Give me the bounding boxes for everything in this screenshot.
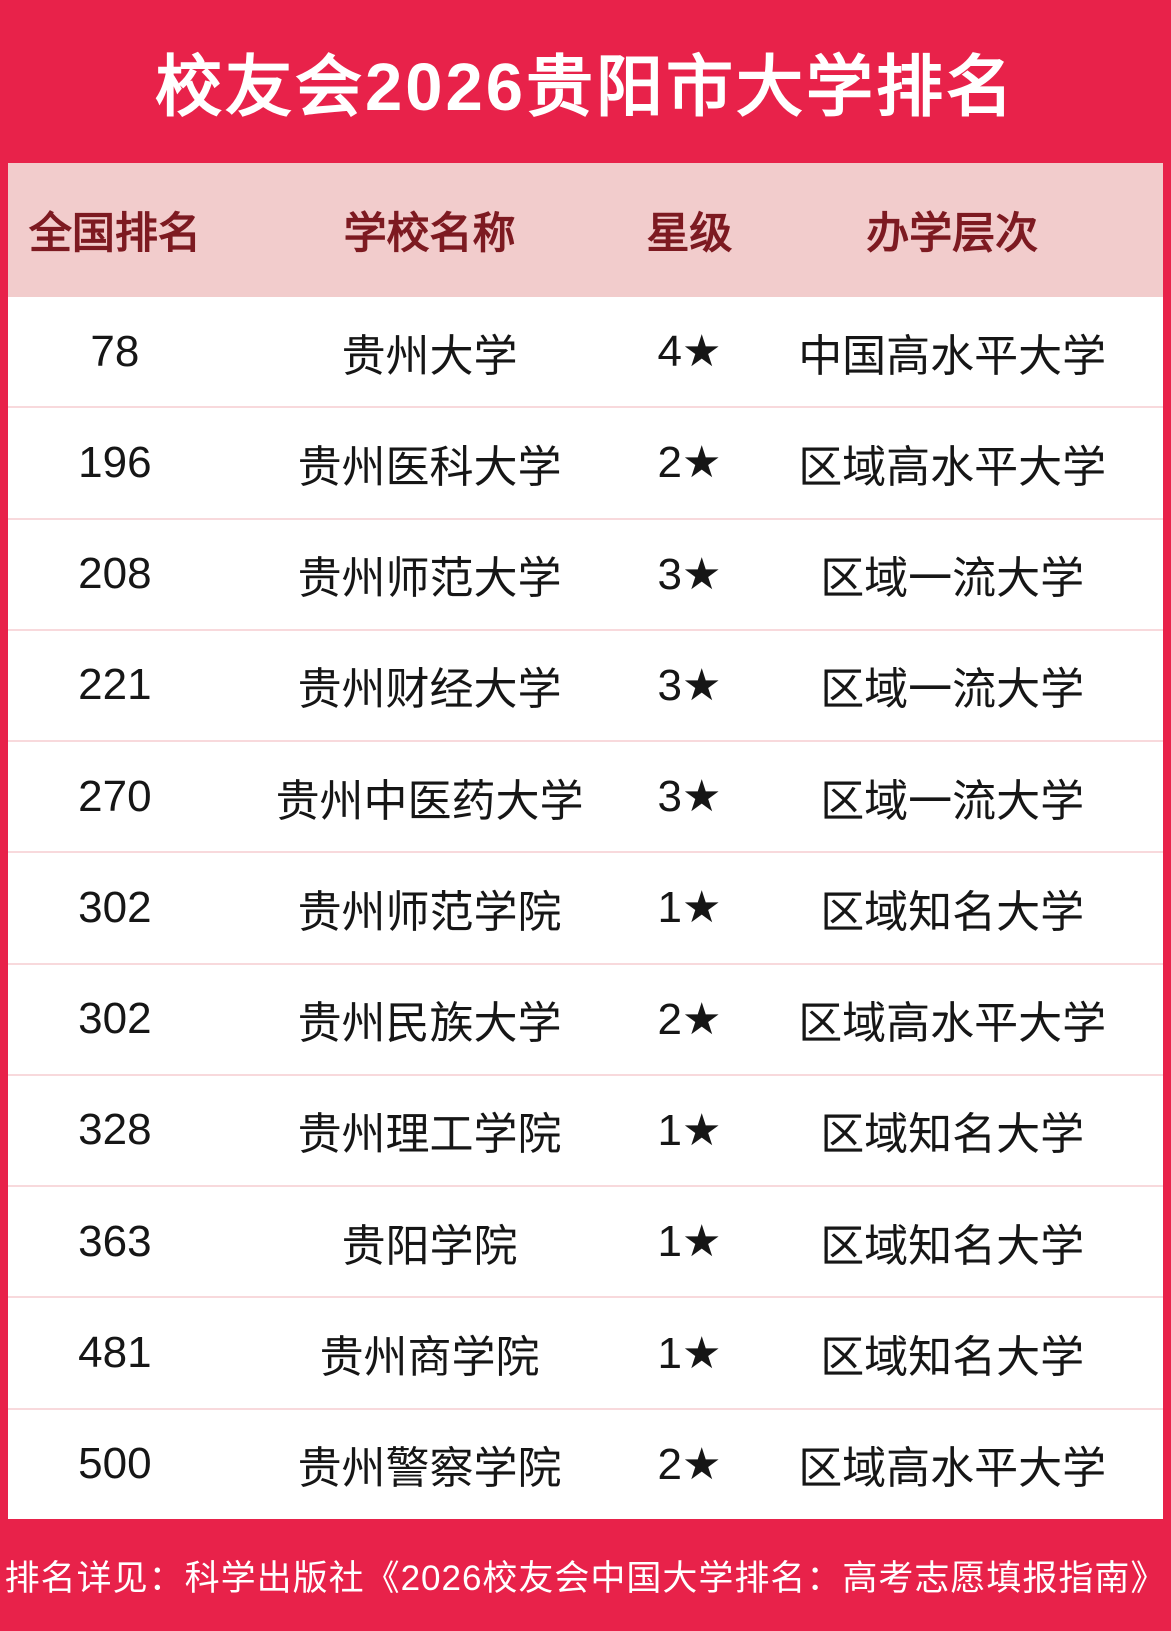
stars-cell: 3★ (657, 660, 722, 710)
rank-cell: 328 (78, 1105, 152, 1155)
ranking-table-body: 78 贵州大学 4★ 中国高水平大学 196 贵州医科大学 2★ 区域高水平大学 208 贵州师范… (8, 297, 1163, 1519)
stars-cell: 1★ (657, 1217, 722, 1267)
rank-cell: 302 (78, 994, 152, 1044)
school-cell: 贵州师范大学 (297, 554, 562, 604)
level-cell: 区域一流大学 (820, 776, 1085, 826)
table-row: 196 贵州医科大学 2★ 区域高水平大学 (8, 406, 1163, 517)
level-cell: 区域知名大学 (820, 1333, 1085, 1383)
school-cell: 贵州理工学院 (297, 1110, 562, 1160)
school-cell: 贵州民族大学 (297, 999, 562, 1049)
stars-cell: 4★ (657, 327, 722, 377)
rank-cell: 302 (78, 882, 152, 932)
table-row: 500 贵州警察学院 2★ 区域高水平大学 (8, 1407, 1163, 1519)
title-band: 校友会2026贵阳市大学排名 (0, 0, 1171, 163)
column-header-star-level: 星级 (646, 210, 733, 258)
column-header-school-tier: 办学层次 (866, 210, 1039, 258)
level-cell: 中国高水平大学 (798, 331, 1107, 381)
rank-cell: 363 (78, 1216, 152, 1266)
rank-cell: 481 (78, 1328, 152, 1378)
stars-cell: 3★ (657, 772, 722, 822)
school-cell: 贵州大学 (341, 331, 518, 381)
table-row: 481 贵州商学院 1★ 区域知名大学 (8, 1296, 1163, 1407)
footer-band: 排名详见：科学出版社《2026校友会中国大学排名：高考志愿填报指南》 (0, 1519, 1171, 1631)
level-cell: 区域高水平大学 (798, 1444, 1107, 1494)
column-header-school-name: 学校名称 (343, 210, 516, 258)
stars-cell: 1★ (657, 1328, 722, 1378)
table-row: 328 贵州理工学院 1★ 区域知名大学 (8, 1073, 1163, 1185)
table-row: 302 贵州师范学院 1★ 区域知名大学 (8, 851, 1163, 962)
school-cell: 贵州警察学院 (297, 1444, 562, 1494)
level-cell: 区域一流大学 (820, 665, 1085, 715)
school-cell: 贵州中医药大学 (275, 776, 584, 826)
rank-cell: 221 (78, 660, 152, 710)
table-row: 270 贵州中医药大学 3★ 区域一流大学 (8, 740, 1163, 851)
stars-cell: 3★ (657, 549, 722, 599)
column-header-national-rank: 全国排名 (28, 210, 201, 258)
level-cell: 区域高水平大学 (798, 442, 1107, 492)
school-cell: 贵州师范学院 (297, 887, 562, 937)
rank-cell: 78 (90, 326, 140, 376)
stars-cell: 2★ (657, 438, 722, 488)
rank-cell: 208 (78, 549, 152, 599)
stars-cell: 1★ (657, 1105, 722, 1155)
level-cell: 区域知名大学 (820, 1221, 1085, 1271)
stars-cell: 2★ (657, 994, 722, 1044)
table-row: 208 贵州师范大学 3★ 区域一流大学 (8, 517, 1163, 629)
level-cell: 区域高水平大学 (798, 999, 1107, 1049)
table-row: 78 贵州大学 4★ 中国高水平大学 (8, 297, 1163, 406)
school-cell: 贵州财经大学 (297, 665, 562, 715)
rank-cell: 196 (78, 437, 152, 487)
rank-cell: 270 (78, 771, 152, 821)
ranking-table: 全国排名 学校名称 星级 办学层次 78 贵州大学 4★ 中国高水平大学 196 贵州医科… (8, 163, 1163, 1519)
stars-cell: 2★ (657, 1439, 722, 1489)
table-row: 302 贵州民族大学 2★ 区域高水平大学 (8, 962, 1163, 1074)
footer-note: 排名详见：科学出版社《2026校友会中国大学排名：高考志愿填报指南》 (4, 1558, 1167, 1598)
table-header-row: 全国排名 学校名称 星级 办学层次 (8, 163, 1163, 297)
stars-cell: 1★ (657, 883, 722, 933)
table-row: 221 贵州财经大学 3★ 区域一流大学 (8, 628, 1163, 740)
level-cell: 区域知名大学 (820, 1110, 1085, 1160)
table-row: 363 贵阳学院 1★ 区域知名大学 (8, 1185, 1163, 1296)
rank-cell: 500 (78, 1439, 152, 1489)
level-cell: 区域知名大学 (820, 887, 1085, 937)
page-title: 校友会2026贵阳市大学排名 (154, 50, 1017, 125)
school-cell: 贵阳学院 (341, 1221, 518, 1271)
level-cell: 区域一流大学 (820, 554, 1085, 604)
school-cell: 贵州商学院 (319, 1333, 540, 1383)
school-cell: 贵州医科大学 (297, 442, 562, 492)
